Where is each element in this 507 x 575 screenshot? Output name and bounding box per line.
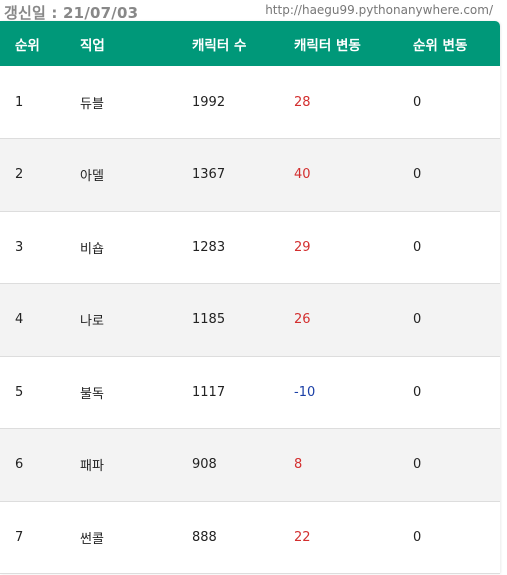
table-row: 3 비숍 1283 29 0 bbox=[0, 211, 500, 284]
cell-rank: 6 bbox=[15, 457, 24, 473]
cell-job: 아델 bbox=[80, 169, 104, 185]
cell-rank-change: 0 bbox=[413, 239, 422, 255]
cell-job: 불독 bbox=[80, 386, 104, 402]
updated-date: 갱신일 : 21/07/03 bbox=[4, 4, 139, 22]
column-header-rank-change[interactable]: 순위 변동 bbox=[413, 37, 468, 54]
cell-rank: 7 bbox=[15, 529, 24, 545]
cell-rank-change: 0 bbox=[413, 167, 422, 183]
cell-character-change: 26 bbox=[294, 312, 311, 328]
cell-character-change: 29 bbox=[294, 239, 311, 255]
cell-character-change: -10 bbox=[294, 384, 316, 400]
table-row: 4 나로 1185 26 0 bbox=[0, 283, 500, 356]
column-header-rank[interactable]: 순위 bbox=[15, 37, 40, 54]
header-row: 순위 직업 캐릭터 수 캐릭터 변동 순위 변동 bbox=[0, 21, 500, 66]
top-bar: 갱신일 : 21/07/03 http://haegu99.pythonanyw… bbox=[0, 0, 507, 22]
cell-job: 패파 bbox=[80, 459, 104, 475]
cell-rank: 2 bbox=[15, 167, 24, 183]
cell-character-count: 888 bbox=[192, 529, 217, 545]
cell-rank: 3 bbox=[15, 239, 24, 255]
cell-character-change: 22 bbox=[294, 529, 311, 545]
cell-character-count: 1283 bbox=[192, 239, 226, 255]
table-row: 6 패파 908 8 0 bbox=[0, 428, 500, 501]
cell-character-change: 40 bbox=[294, 167, 311, 183]
cell-character-count: 1185 bbox=[192, 312, 226, 328]
table-row: 2 아델 1367 40 0 bbox=[0, 138, 500, 211]
table-row: 5 불독 1117 -10 0 bbox=[0, 356, 500, 429]
cell-rank: 4 bbox=[15, 312, 24, 328]
cell-rank-change: 0 bbox=[413, 529, 422, 545]
cell-rank-change: 0 bbox=[413, 94, 422, 110]
cell-character-count: 1367 bbox=[192, 167, 226, 183]
table-body: 1 듀블 1992 28 0 2 아델 1367 40 0 3 비숍 1283 bbox=[0, 66, 500, 574]
cell-job: 나로 bbox=[80, 314, 104, 330]
cell-rank-change: 0 bbox=[413, 457, 422, 473]
site-url[interactable]: http://haegu99.pythonanywhere.com/ bbox=[265, 3, 493, 17]
cell-character-count: 1992 bbox=[192, 94, 226, 110]
column-header-character-change[interactable]: 캐릭터 변동 bbox=[294, 37, 361, 54]
table-header: 순위 직업 캐릭터 수 캐릭터 변동 순위 변동 bbox=[0, 21, 500, 66]
ranking-table-container: 순위 직업 캐릭터 수 캐릭터 변동 순위 변동 1 듀블 1992 28 0 … bbox=[0, 21, 500, 574]
table-row: 7 썬콜 888 22 0 bbox=[0, 501, 500, 574]
cell-character-count: 908 bbox=[192, 457, 217, 473]
column-header-job[interactable]: 직업 bbox=[80, 37, 105, 54]
table-row: 1 듀블 1992 28 0 bbox=[0, 66, 500, 139]
column-header-character-count[interactable]: 캐릭터 수 bbox=[192, 37, 247, 54]
cell-character-count: 1117 bbox=[192, 384, 226, 400]
ranking-table: 순위 직업 캐릭터 수 캐릭터 변동 순위 변동 1 듀블 1992 28 0 … bbox=[0, 21, 500, 574]
cell-job: 썬콜 bbox=[80, 531, 104, 547]
cell-rank: 1 bbox=[15, 94, 24, 110]
cell-rank-change: 0 bbox=[413, 312, 422, 328]
cell-job: 비숍 bbox=[80, 241, 104, 257]
cell-rank-change: 0 bbox=[413, 384, 422, 400]
cell-character-change: 8 bbox=[294, 457, 303, 473]
cell-rank: 5 bbox=[15, 384, 24, 400]
cell-job: 듀블 bbox=[80, 96, 104, 112]
cell-character-change: 28 bbox=[294, 94, 311, 110]
